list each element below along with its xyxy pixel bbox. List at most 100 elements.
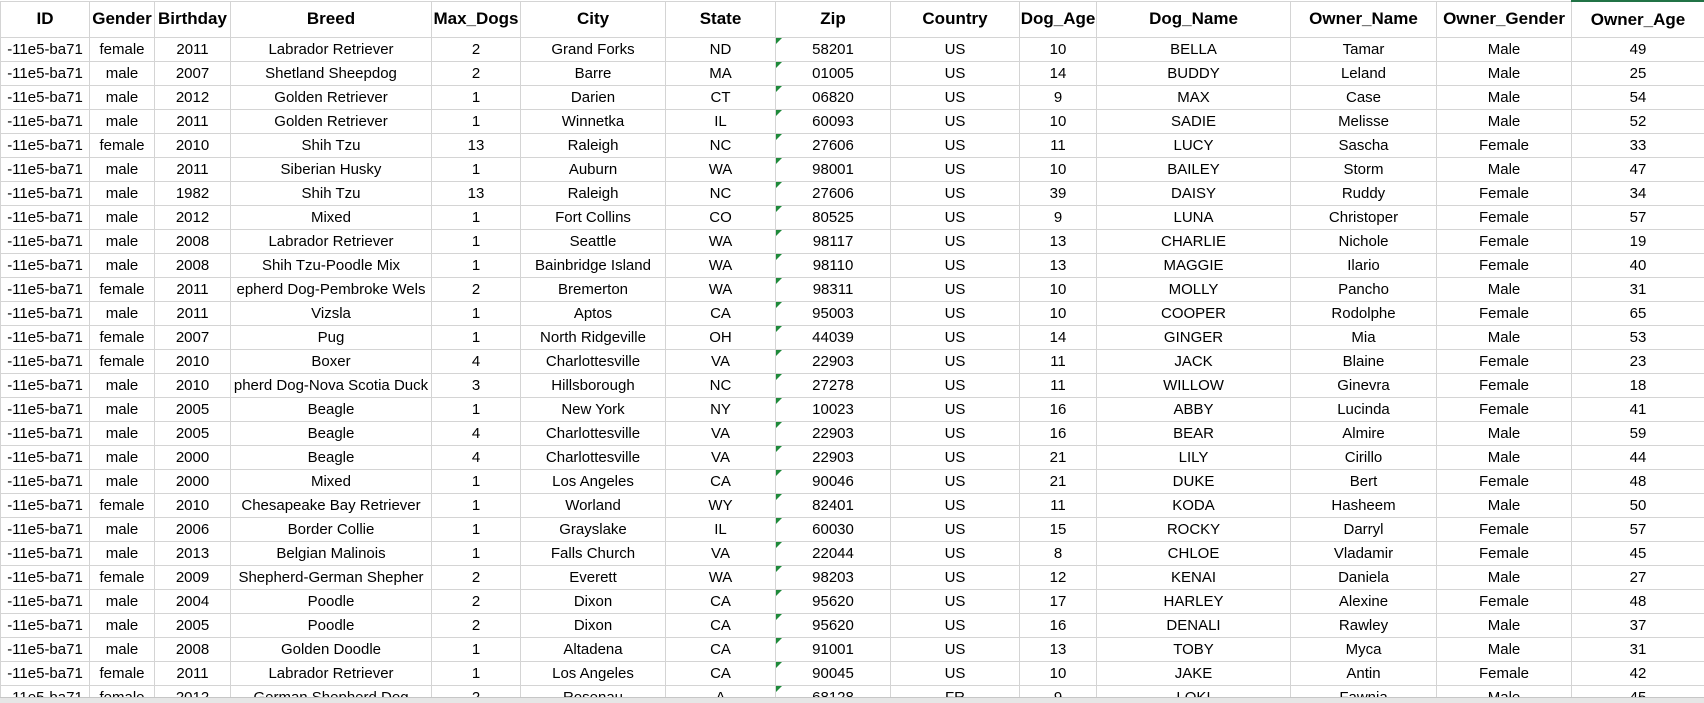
cell[interactable]: CA: [665, 661, 776, 686]
cell[interactable]: Ilario: [1290, 253, 1437, 278]
cell[interactable]: -11e5-ba71: [0, 637, 90, 662]
cell[interactable]: 10: [1019, 109, 1097, 134]
cell[interactable]: Sascha: [1290, 133, 1437, 158]
cell[interactable]: OH: [665, 325, 776, 350]
cell[interactable]: Female: [1436, 301, 1572, 326]
cell[interactable]: 10: [1019, 661, 1097, 686]
cell[interactable]: Vladamir: [1290, 541, 1437, 566]
cell[interactable]: 95620: [775, 613, 891, 638]
column-header[interactable]: Owner_Name: [1290, 0, 1437, 38]
cell[interactable]: female: [89, 661, 155, 686]
cell[interactable]: 10023: [775, 397, 891, 422]
cell[interactable]: 44039: [775, 325, 891, 350]
cell[interactable]: Winnetka: [520, 109, 666, 134]
cell[interactable]: Poodle: [230, 589, 432, 614]
cell[interactable]: Male: [1436, 61, 1572, 86]
cell[interactable]: Grand Forks: [520, 37, 666, 62]
cell[interactable]: WILLOW: [1096, 373, 1291, 398]
cell[interactable]: 90045: [775, 661, 891, 686]
column-header[interactable]: Birthday: [154, 0, 231, 38]
column-header[interactable]: Dog_Age: [1019, 0, 1097, 38]
cell[interactable]: epherd Dog-Pembroke Wels: [230, 277, 432, 302]
cell[interactable]: Female: [1436, 349, 1572, 374]
cell[interactable]: VA: [665, 445, 776, 470]
cell[interactable]: VA: [665, 349, 776, 374]
cell[interactable]: 33: [1571, 133, 1704, 158]
cell[interactable]: GINGER: [1096, 325, 1291, 350]
cell[interactable]: US: [890, 469, 1020, 494]
cell[interactable]: LUNA: [1096, 205, 1291, 230]
cell[interactable]: 16: [1019, 421, 1097, 446]
cell[interactable]: 1: [431, 301, 521, 326]
cell[interactable]: CA: [665, 589, 776, 614]
cell[interactable]: US: [890, 373, 1020, 398]
cell[interactable]: 65: [1571, 301, 1704, 326]
cell[interactable]: 98203: [775, 565, 891, 590]
cell[interactable]: 10: [1019, 157, 1097, 182]
cell[interactable]: US: [890, 133, 1020, 158]
cell[interactable]: -11e5-ba71: [0, 109, 90, 134]
cell[interactable]: 11: [1019, 373, 1097, 398]
cell[interactable]: Female: [1436, 661, 1572, 686]
cell[interactable]: -11e5-ba71: [0, 181, 90, 206]
cell[interactable]: Storm: [1290, 157, 1437, 182]
cell[interactable]: Pug: [230, 325, 432, 350]
cell[interactable]: LUCY: [1096, 133, 1291, 158]
cell[interactable]: 2: [431, 589, 521, 614]
cell[interactable]: -11e5-ba71: [0, 589, 90, 614]
cell[interactable]: US: [890, 421, 1020, 446]
cell[interactable]: COOPER: [1096, 301, 1291, 326]
cell[interactable]: male: [89, 445, 155, 470]
cell[interactable]: Bremerton: [520, 277, 666, 302]
cell[interactable]: US: [890, 253, 1020, 278]
cell[interactable]: -11e5-ba71: [0, 325, 90, 350]
cell[interactable]: 1: [431, 325, 521, 350]
cell[interactable]: WY: [665, 493, 776, 518]
cell[interactable]: 22044: [775, 541, 891, 566]
cell[interactable]: Male: [1436, 493, 1572, 518]
cell[interactable]: US: [890, 61, 1020, 86]
cell[interactable]: WA: [665, 253, 776, 278]
cell[interactable]: Barre: [520, 61, 666, 86]
cell[interactable]: 15: [1019, 517, 1097, 542]
cell[interactable]: 80525: [775, 205, 891, 230]
cell[interactable]: Shih Tzu: [230, 133, 432, 158]
cell[interactable]: 11: [1019, 493, 1097, 518]
cell[interactable]: male: [89, 589, 155, 614]
cell[interactable]: Belgian Malinois: [230, 541, 432, 566]
cell[interactable]: 59: [1571, 421, 1704, 446]
cell[interactable]: 58201: [775, 37, 891, 62]
cell[interactable]: 95620: [775, 589, 891, 614]
cell[interactable]: Male: [1436, 325, 1572, 350]
cell[interactable]: 10: [1019, 301, 1097, 326]
cell[interactable]: 48: [1571, 589, 1704, 614]
cell[interactable]: 22903: [775, 421, 891, 446]
cell[interactable]: 27606: [775, 133, 891, 158]
cell[interactable]: 2010: [154, 493, 231, 518]
cell[interactable]: 1: [431, 85, 521, 110]
cell[interactable]: Leland: [1290, 61, 1437, 86]
cell[interactable]: -11e5-ba71: [0, 205, 90, 230]
cell[interactable]: Hillsborough: [520, 373, 666, 398]
cell[interactable]: Poodle: [230, 613, 432, 638]
cell[interactable]: male: [89, 229, 155, 254]
cell[interactable]: 2: [431, 37, 521, 62]
cell[interactable]: Female: [1436, 517, 1572, 542]
cell[interactable]: 31: [1571, 637, 1704, 662]
cell[interactable]: 2006: [154, 517, 231, 542]
cell[interactable]: 2: [431, 565, 521, 590]
cell[interactable]: 42: [1571, 661, 1704, 686]
cell[interactable]: US: [890, 565, 1020, 590]
cell[interactable]: 57: [1571, 205, 1704, 230]
column-header[interactable]: Owner_Gender: [1436, 0, 1572, 38]
cell[interactable]: CA: [665, 613, 776, 638]
column-header[interactable]: Gender: [89, 0, 155, 38]
cell[interactable]: 27606: [775, 181, 891, 206]
cell[interactable]: Fort Collins: [520, 205, 666, 230]
cell[interactable]: 2005: [154, 397, 231, 422]
cell[interactable]: Golden Retriever: [230, 85, 432, 110]
cell[interactable]: CHARLIE: [1096, 229, 1291, 254]
cell[interactable]: 10: [1019, 277, 1097, 302]
cell[interactable]: Female: [1436, 541, 1572, 566]
cell[interactable]: Nichole: [1290, 229, 1437, 254]
